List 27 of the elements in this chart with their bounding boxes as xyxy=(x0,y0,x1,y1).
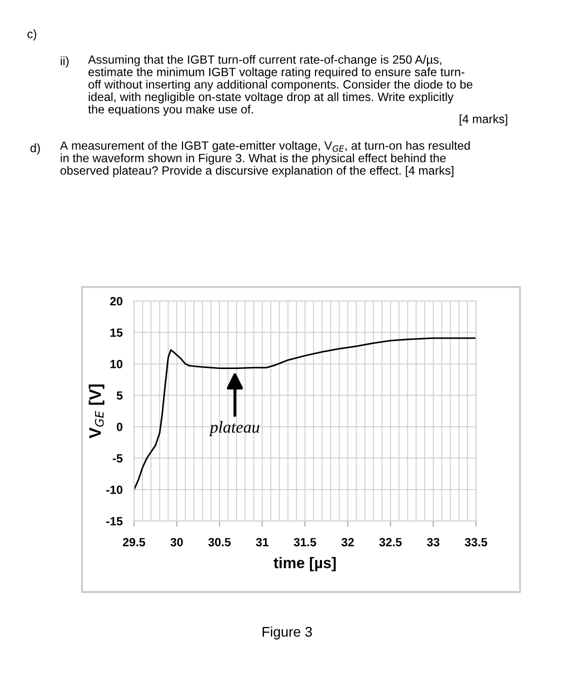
y-tick-label: 10 xyxy=(110,360,122,368)
x-axis-title: time [µs] xyxy=(274,557,336,572)
y-tick-label: -5 xyxy=(112,454,123,463)
x-tick-label: 33.5 xyxy=(464,538,488,546)
y-tick-label: 20 xyxy=(110,297,122,306)
text: c) xyxy=(28,29,36,41)
text: ii) xyxy=(60,56,69,68)
text: [4 marks] xyxy=(460,114,508,126)
x-tick-label: 32 xyxy=(341,538,354,546)
text: d) xyxy=(30,143,40,155)
caption: Figure 3 xyxy=(262,626,312,640)
annotation: plateau xyxy=(208,421,260,436)
text: A measurement of the IGBT gate-emitter voltage, V$_{GE}$, at turn-on has resulted in the waveform shown in Figure 3. What is the physical effect behind the observed plateau? Provide a discursive explanation of the effect. [4 marks] xyxy=(60,141,470,178)
y-tick-label: -15 xyxy=(106,517,123,526)
x-tick-label: 30 xyxy=(170,538,183,546)
y-tick-label: -10 xyxy=(106,486,122,494)
y-tick-label: 5 xyxy=(116,391,123,400)
x-tick-label: 33 xyxy=(426,538,440,546)
line-series xyxy=(134,337,476,490)
x-tick-label: 31.5 xyxy=(294,538,316,546)
y-tick-label: 15 xyxy=(110,328,123,337)
x-tick-label: 30.5 xyxy=(208,538,231,546)
y-axis-title: V$_{GE}$ [V] xyxy=(88,384,104,438)
x-tick-label: 29.5 xyxy=(122,538,146,546)
y-tick-label: 0 xyxy=(116,422,122,432)
x-tick-label: 32.5 xyxy=(379,538,402,546)
x-tick-label: 31 xyxy=(256,538,268,546)
